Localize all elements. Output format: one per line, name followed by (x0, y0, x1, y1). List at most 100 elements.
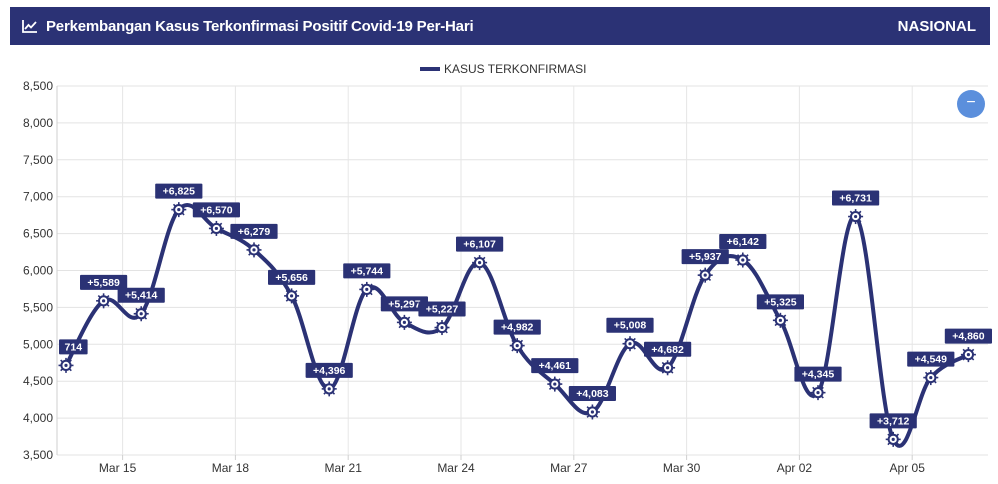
data-label: 714 (59, 339, 88, 355)
grid (56, 85, 988, 456)
data-label: +5,325 (756, 294, 804, 310)
data-label-text: +4,461 (539, 360, 572, 372)
marker-core (816, 391, 820, 395)
y-tick-label: 4,000 (23, 411, 53, 425)
data-label-box (832, 190, 880, 206)
data-label-box (568, 385, 616, 401)
y-tick-label: 4,500 (23, 374, 53, 388)
data-label: +5,414 (117, 287, 165, 303)
data-point (923, 370, 939, 386)
data-label-box (380, 296, 428, 312)
data-point (284, 288, 300, 304)
zoom-out-button[interactable]: − (957, 90, 985, 118)
marker-core (139, 312, 143, 316)
data-labels: 714 +5,589 +5,414 +6,825 +6,570 +6,279 +5,656 +… (59, 183, 992, 429)
data-label-box (155, 183, 203, 199)
chart-title: Perkembangan Kasus Terkonfirmasi Positif… (46, 17, 474, 35)
marker-core (966, 353, 970, 357)
marker-core (553, 382, 557, 386)
data-point (96, 293, 112, 309)
y-tick-label: 7,500 (23, 153, 53, 167)
data-point (321, 381, 337, 397)
data-label: +6,142 (719, 234, 767, 250)
x-tick-label: Mar 30 (663, 461, 701, 475)
data-label-box (80, 274, 128, 290)
marker-core (102, 299, 106, 303)
data-label-box (681, 249, 729, 265)
data-label: +5,744 (343, 263, 391, 279)
data-label-box (644, 341, 692, 357)
data-label-text: +6,570 (200, 204, 233, 216)
data-label: +5,589 (80, 274, 128, 290)
data-label-text: +6,107 (463, 239, 496, 251)
data-label: +5,008 (606, 317, 654, 333)
marker-core (402, 320, 406, 324)
y-tick-label: 6,000 (23, 264, 53, 278)
marker-core (214, 226, 218, 231)
x-tick-label: Mar 18 (212, 461, 250, 475)
data-label: +6,570 (192, 202, 240, 218)
data-label-box (456, 236, 504, 252)
data-label-text: +4,396 (313, 365, 346, 377)
data-label: +4,982 (493, 319, 541, 335)
y-tick-label: 6,500 (23, 227, 53, 241)
marker-core (327, 387, 331, 391)
data-label-text: +6,731 (839, 193, 872, 205)
data-label-box (907, 351, 955, 367)
marker-core (64, 363, 68, 368)
marker-core (290, 294, 294, 298)
marker-core (252, 248, 256, 252)
data-point (810, 385, 826, 401)
data-label-box (192, 202, 240, 218)
data-label: +4,549 (907, 351, 955, 367)
region-label: NASIONAL (897, 17, 976, 35)
marker-core (703, 273, 707, 277)
data-label-box (756, 294, 804, 310)
legend[interactable]: KASUS TERKONFIRMASI (420, 62, 586, 76)
data-label-box (230, 223, 278, 239)
y-tick-label: 8,000 (23, 116, 53, 130)
data-point (848, 209, 864, 225)
data-label-text: +3,712 (877, 415, 910, 427)
data-label-text: +4,549 (915, 354, 948, 366)
marker-core (440, 325, 444, 330)
data-label: +5,297 (380, 296, 428, 312)
data-label-box (117, 287, 165, 303)
marker-core (515, 344, 519, 348)
data-point (584, 404, 600, 420)
y-tick-label: 5,000 (23, 337, 53, 351)
x-axis: Mar 15 Mar 18 Mar 21 Mar 24 Mar 27 Mar 30 Apr … (99, 455, 925, 475)
data-label: +4,083 (568, 385, 616, 401)
x-tick-label: Mar 21 (325, 461, 363, 475)
data-point (547, 376, 563, 392)
marker-core (929, 375, 933, 380)
data-label: +6,825 (155, 183, 203, 199)
data-label-text: +5,414 (125, 290, 158, 302)
data-point (133, 306, 149, 322)
data-label-text: +4,682 (651, 344, 684, 356)
data-label: +5,937 (681, 249, 729, 265)
data-label-box (944, 328, 992, 344)
data-label-text: +5,325 (764, 296, 797, 308)
data-point (171, 202, 187, 218)
line-chart-icon (22, 20, 37, 33)
data-label-text: +4,982 (501, 322, 534, 334)
data-label-text: +4,860 (952, 331, 985, 343)
data-point (772, 312, 788, 328)
marker-core (590, 410, 594, 414)
marker-core (177, 208, 181, 212)
data-label: +4,345 (794, 366, 842, 382)
data-label-box (343, 263, 391, 279)
data-label-text: +6,279 (238, 226, 271, 238)
data-point (396, 314, 412, 330)
data-label: +6,731 (832, 190, 880, 206)
marker-core (778, 318, 782, 322)
x-tick-label: Apr 02 (777, 461, 813, 475)
data-label-box (59, 339, 88, 355)
y-tick-label: 7,000 (23, 190, 53, 204)
y-tick-label: 5,500 (23, 300, 53, 314)
data-label-text: +6,825 (163, 186, 196, 198)
data-label-text: +4,083 (576, 388, 609, 400)
data-label-box (493, 319, 541, 335)
data-point (697, 267, 713, 283)
